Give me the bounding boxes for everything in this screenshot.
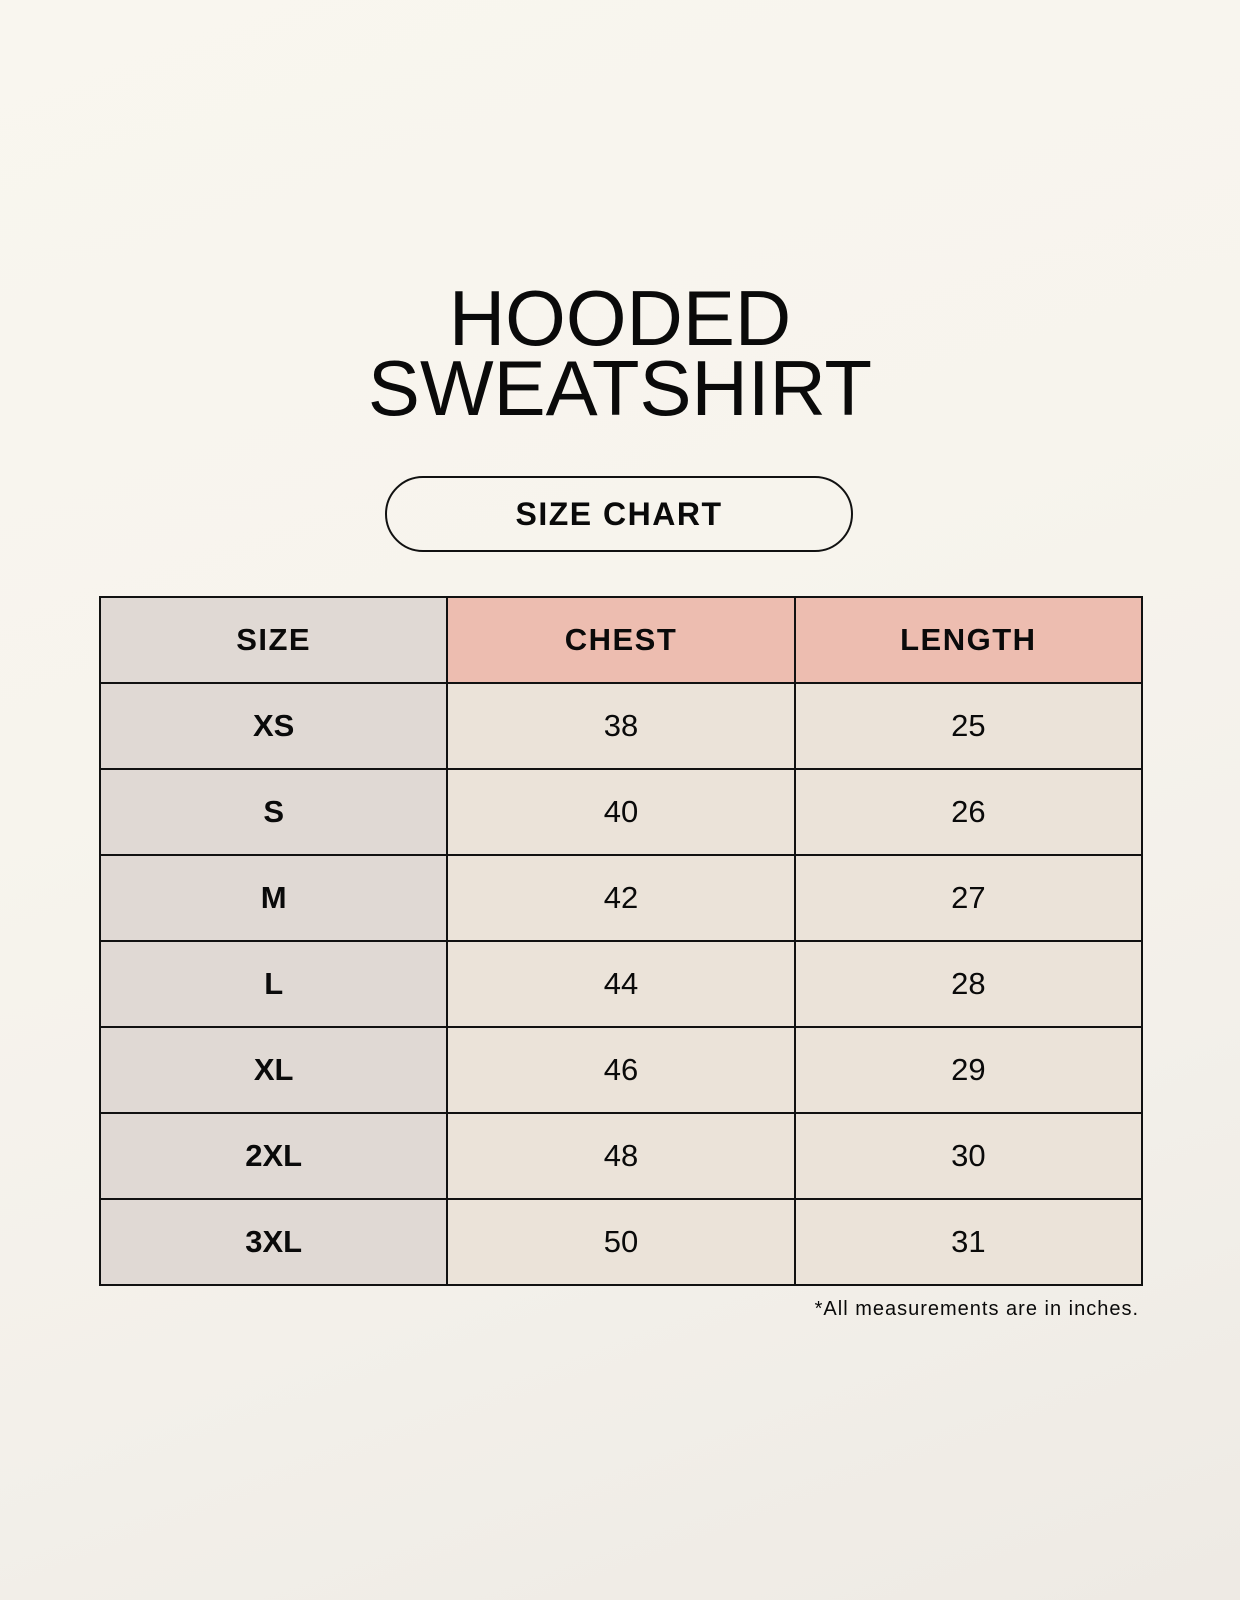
cell-length: 31 bbox=[793, 1198, 1144, 1286]
cell-size: 3XL bbox=[98, 1198, 449, 1286]
cell-size: 2XL bbox=[98, 1112, 449, 1200]
table-header-row: SIZE CHEST LENGTH bbox=[98, 596, 1144, 684]
table-row: 3XL 50 31 bbox=[98, 1198, 1144, 1286]
cell-length: 26 bbox=[793, 768, 1144, 856]
cell-size: L bbox=[98, 940, 449, 1028]
header-chest: CHEST bbox=[446, 596, 796, 684]
table-row: M 42 27 bbox=[98, 854, 1144, 942]
table-row: XS 38 25 bbox=[98, 682, 1144, 770]
cell-size: XL bbox=[98, 1026, 449, 1114]
cell-chest: 42 bbox=[446, 854, 796, 942]
cell-chest: 50 bbox=[446, 1198, 796, 1286]
cell-chest: 44 bbox=[446, 940, 796, 1028]
size-chart-badge: SIZE CHART bbox=[385, 476, 853, 552]
footnote: *All measurements are in inches. bbox=[814, 1298, 1139, 1320]
cell-chest: 48 bbox=[446, 1112, 796, 1200]
header-size: SIZE bbox=[98, 596, 449, 684]
cell-chest: 46 bbox=[446, 1026, 796, 1114]
cell-length: 27 bbox=[793, 854, 1144, 942]
page-title: HOODED SWEATSHIRT bbox=[0, 274, 1240, 432]
cell-length: 28 bbox=[793, 940, 1144, 1028]
cell-length: 30 bbox=[793, 1112, 1144, 1200]
table-row: S 40 26 bbox=[98, 768, 1144, 856]
table-row: L 44 28 bbox=[98, 940, 1144, 1028]
cell-length: 29 bbox=[793, 1026, 1144, 1114]
table-row: 2XL 48 30 bbox=[98, 1112, 1144, 1200]
cell-size: S bbox=[98, 768, 449, 856]
cell-chest: 40 bbox=[446, 768, 796, 856]
cell-size: M bbox=[98, 854, 449, 942]
title-line-1: HOODED bbox=[448, 274, 792, 362]
cell-length: 25 bbox=[793, 682, 1144, 770]
title-line-2: SWEATSHIRT bbox=[367, 344, 873, 432]
table-row: XL 46 29 bbox=[98, 1026, 1144, 1114]
size-table: SIZE CHEST LENGTH XS 38 25 S 40 26 M 42 27 L 44 28 X… bbox=[98, 596, 1144, 1286]
cell-size: XS bbox=[98, 682, 449, 770]
cell-chest: 38 bbox=[446, 682, 796, 770]
header-length: LENGTH bbox=[793, 596, 1144, 684]
